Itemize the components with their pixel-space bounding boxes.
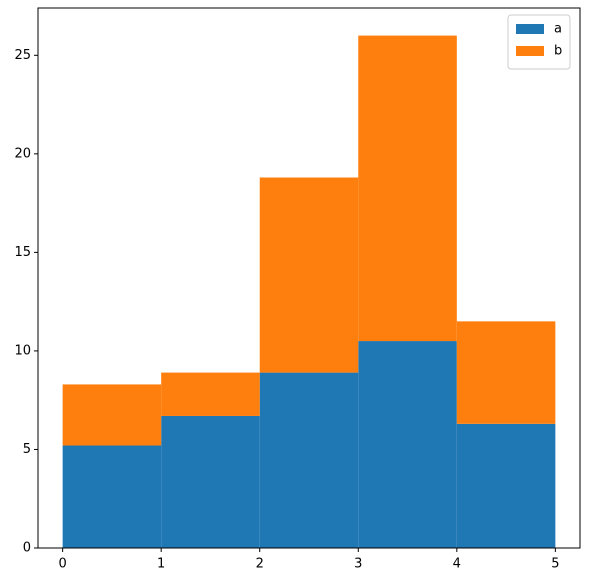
x-tick-label: 5 bbox=[551, 557, 559, 572]
y-tick-label: 15 bbox=[14, 245, 31, 260]
x-tick-label: 0 bbox=[58, 557, 66, 572]
y-tick-label: 10 bbox=[14, 343, 31, 358]
legend-label: b bbox=[554, 44, 562, 59]
hist-bar bbox=[259, 177, 359, 373]
hist-bar bbox=[161, 372, 260, 416]
x-tick-label: 4 bbox=[453, 557, 461, 572]
y-tick-label: 20 bbox=[14, 146, 31, 161]
x-tick-label: 2 bbox=[256, 557, 264, 572]
hist-bar bbox=[358, 341, 457, 548]
x-tick-label: 1 bbox=[157, 557, 165, 572]
x-tick-label: 3 bbox=[354, 557, 362, 572]
legend-swatch bbox=[516, 24, 544, 34]
hist-bar bbox=[456, 423, 556, 548]
hist-bar bbox=[358, 35, 457, 342]
hist-bar bbox=[62, 384, 162, 446]
hist-bar bbox=[161, 415, 260, 548]
y-tick-label: 5 bbox=[23, 442, 31, 457]
hist-bar bbox=[456, 321, 556, 424]
hist-bar bbox=[259, 372, 359, 548]
hist-bar bbox=[62, 445, 162, 548]
axes-frame bbox=[37, 7, 581, 549]
y-tick-label: 25 bbox=[14, 48, 31, 63]
legend-swatch bbox=[516, 46, 544, 56]
legend-label: a bbox=[554, 22, 562, 37]
y-tick-label: 0 bbox=[23, 541, 31, 556]
